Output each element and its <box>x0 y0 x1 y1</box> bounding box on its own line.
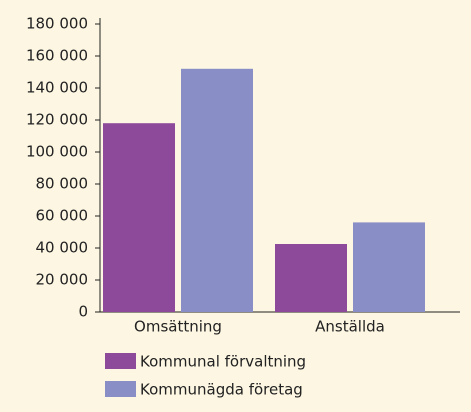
y-tick-label: 60 000 <box>36 207 89 225</box>
bar <box>275 244 347 312</box>
bar <box>181 68 253 312</box>
legend-swatch <box>105 353 136 369</box>
y-tick-label: 180 000 <box>26 15 88 33</box>
bar <box>103 123 175 312</box>
y-tick-label: 160 000 <box>26 47 88 65</box>
legend-label: Kommunal förvaltning <box>140 353 306 371</box>
y-tick-label: 140 000 <box>26 79 88 97</box>
y-tick-label: 100 000 <box>26 143 88 161</box>
legend-label: Kommunägda företag <box>140 381 303 399</box>
y-tick-label: 120 000 <box>26 111 88 129</box>
y-tick-label: 40 000 <box>36 239 89 257</box>
x-tick-label: Omsättning <box>134 318 222 336</box>
y-tick-label: 0 <box>78 303 88 321</box>
x-tick-label: Anställda <box>315 318 385 336</box>
y-tick-label: 80 000 <box>36 175 89 193</box>
legend-swatch <box>105 381 136 397</box>
y-tick-label: 20 000 <box>36 271 89 289</box>
bar <box>353 222 425 312</box>
